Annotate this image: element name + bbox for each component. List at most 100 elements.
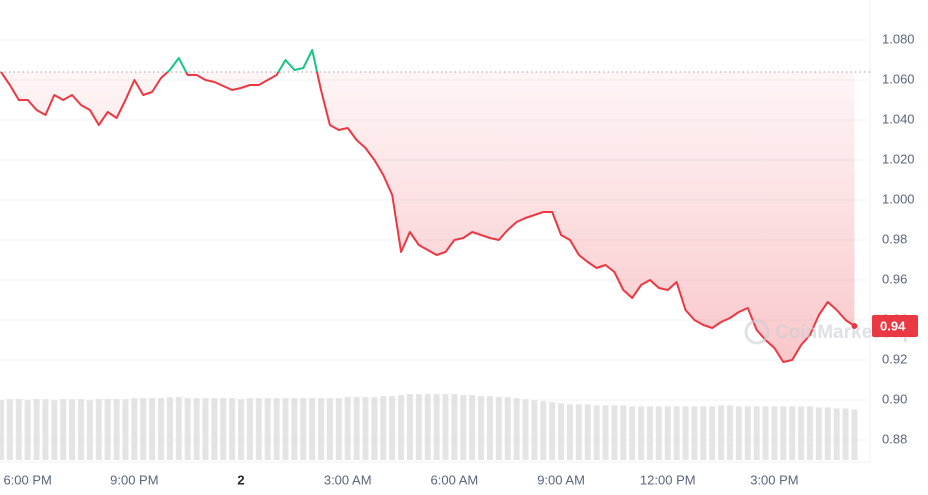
volume-bar <box>558 403 565 460</box>
volume-bar <box>531 400 538 460</box>
last-point <box>851 323 858 329</box>
volume-bar <box>735 406 742 460</box>
volume-bar <box>255 398 262 460</box>
volume-bar <box>798 406 805 460</box>
volume-bar <box>353 397 360 460</box>
volume-bar <box>460 395 467 460</box>
y-tick-label: 0.98 <box>882 231 907 246</box>
volume-bar <box>149 398 156 460</box>
volume-bar <box>718 405 725 460</box>
volume-bar <box>620 405 627 460</box>
x-tick-label: 6:00 PM <box>3 472 51 487</box>
volume-bar <box>744 406 751 460</box>
volume-bar <box>202 398 209 460</box>
volume-bar <box>0 400 4 460</box>
volume-bar <box>335 398 342 460</box>
volume-bar <box>513 398 520 460</box>
volume-bar <box>264 398 271 460</box>
volume-bar <box>682 406 689 460</box>
volume-bar <box>833 408 840 460</box>
y-tick-label: 1.000 <box>882 191 915 206</box>
price-tag-label: 0.94 <box>880 318 906 333</box>
volume-bar <box>522 399 529 460</box>
volume-bar <box>15 399 22 460</box>
volume-bar <box>398 395 405 460</box>
volume-bar <box>753 406 760 460</box>
y-tick-label: 0.88 <box>882 431 907 446</box>
volume-bar <box>700 406 707 460</box>
y-tick-label: 1.040 <box>882 111 915 126</box>
volume-bar <box>415 394 422 460</box>
volume-bar <box>389 396 396 460</box>
volume-bar <box>362 397 369 460</box>
watermark-logo <box>744 319 770 345</box>
volume-bar <box>78 399 85 460</box>
volume-bar <box>566 404 573 460</box>
volume-bar <box>211 398 218 460</box>
volume-bar <box>646 406 653 460</box>
volume-bar <box>611 405 618 460</box>
volume-bar <box>60 399 67 460</box>
volume-bar <box>238 399 245 460</box>
volume-bar <box>602 405 609 460</box>
volume-bar <box>540 401 547 460</box>
volume-bar <box>709 406 716 460</box>
volume-bar <box>424 394 431 460</box>
volume-bar <box>780 406 787 460</box>
volume-bar <box>442 394 449 460</box>
volume-bar <box>593 405 600 460</box>
x-tick-label: 6:00 AM <box>431 472 479 487</box>
volume-bar <box>291 398 298 460</box>
y-tick-label: 0.92 <box>882 351 907 366</box>
volume-bar <box>406 394 413 460</box>
volume-bar <box>851 409 858 460</box>
x-tick-label: 2 <box>237 472 244 487</box>
volume-bar <box>504 397 511 460</box>
volume-bar <box>726 405 733 460</box>
volume-bar <box>451 394 458 460</box>
volume-bar <box>762 406 769 460</box>
area <box>1 72 855 362</box>
volume-bar <box>175 397 182 460</box>
volume-bar <box>469 395 476 460</box>
volume-bar <box>140 398 147 460</box>
price-tag <box>872 315 918 337</box>
volume-bar <box>549 402 556 460</box>
volume-bar <box>273 398 280 460</box>
volume-bar <box>300 398 307 460</box>
volume-bar <box>229 398 236 460</box>
volume-bar <box>691 406 698 460</box>
y-tick-label: 1.060 <box>882 71 915 86</box>
volume-bar <box>158 398 165 460</box>
x-tick-label: 3:00 PM <box>750 472 798 487</box>
x-tick-label: 12:00 PM <box>640 472 696 487</box>
volume-bar <box>371 397 378 460</box>
y-tick-label: 0.90 <box>882 391 907 406</box>
volume-bar <box>122 399 129 460</box>
volume-bar <box>318 398 325 460</box>
x-tick-label: 3:00 AM <box>324 472 372 487</box>
price-line-down <box>0 72 855 363</box>
volume-bar <box>104 399 111 460</box>
volume-bar <box>326 398 333 460</box>
volume-bar <box>282 398 289 460</box>
volume-bar <box>33 399 40 460</box>
volume-bar <box>113 399 120 460</box>
volume-bar <box>246 398 253 460</box>
x-tick-label: 9:00 AM <box>537 472 585 487</box>
volume-bar <box>638 406 645 460</box>
volume-bar <box>95 399 102 460</box>
volume-bar <box>664 406 671 460</box>
x-tick-label: 9:00 PM <box>110 472 158 487</box>
volume-bar <box>6 399 13 460</box>
volume-bar <box>842 408 849 460</box>
volume-bar <box>673 406 680 460</box>
volume-bar <box>344 397 351 460</box>
volume-bar <box>24 400 31 460</box>
volume-bar <box>575 404 582 460</box>
volume-bar <box>584 404 591 460</box>
y-tick-label: 1.020 <box>882 151 915 166</box>
volume-bar <box>380 396 387 460</box>
volume-bar <box>166 397 173 460</box>
